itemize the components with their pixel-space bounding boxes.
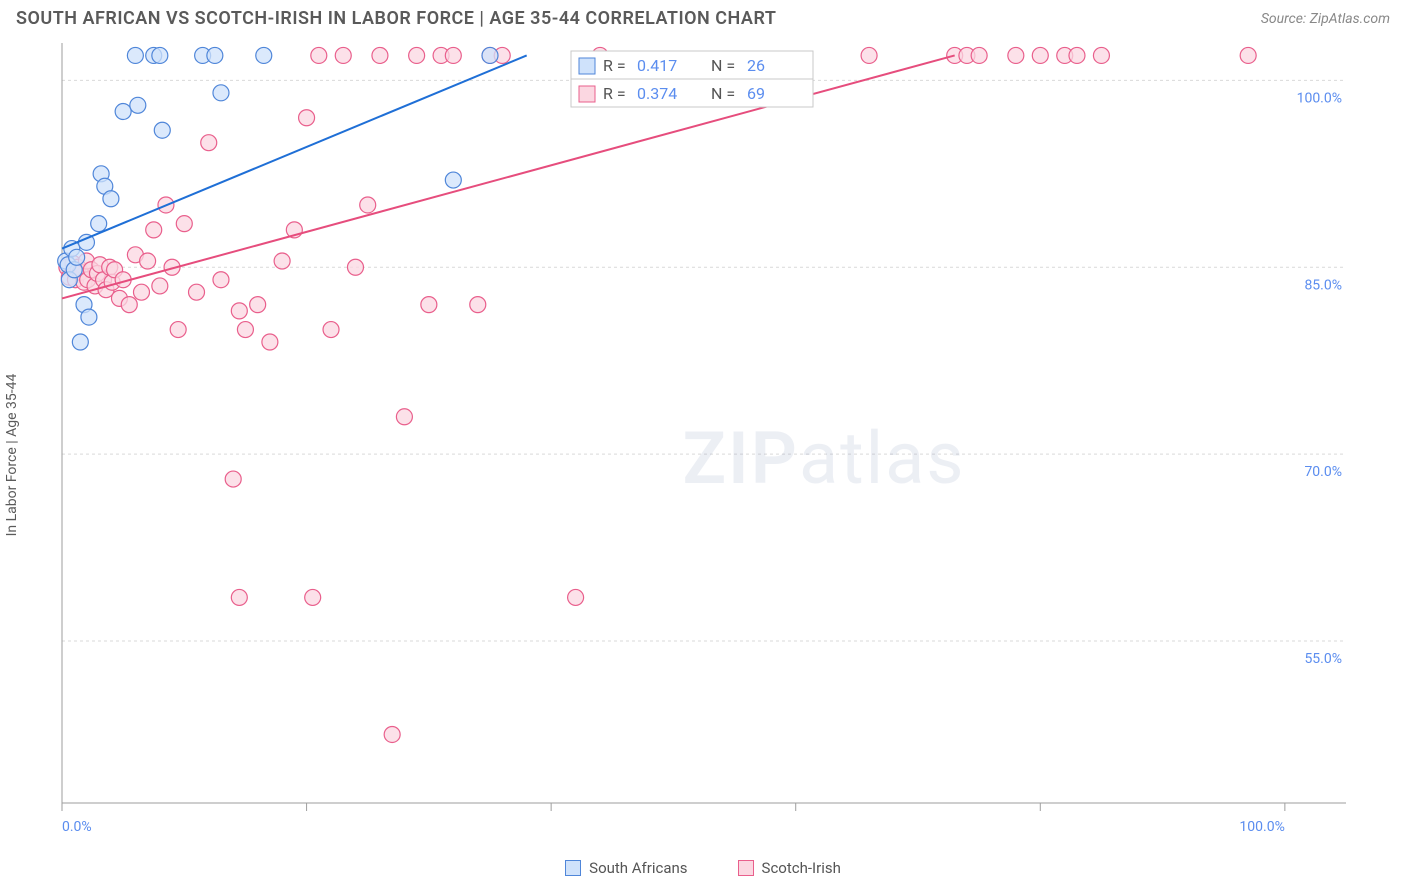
data-point (1069, 47, 1085, 63)
data-point (127, 47, 143, 63)
data-point (133, 284, 149, 300)
data-point (384, 726, 400, 742)
data-point (146, 222, 162, 238)
data-point (445, 172, 461, 188)
data-point (299, 110, 315, 126)
stat-r-value: 0.374 (637, 84, 677, 103)
data-point (305, 589, 321, 605)
data-point (81, 309, 97, 325)
legend-label: Scotch-Irish (762, 859, 841, 877)
data-point (409, 47, 425, 63)
data-point (470, 297, 486, 313)
data-point (971, 47, 987, 63)
data-point (1240, 47, 1256, 63)
svg-text:70.0%: 70.0% (1304, 464, 1342, 480)
data-point (152, 278, 168, 294)
data-point (323, 322, 339, 338)
data-point (154, 122, 170, 138)
y-axis-label: In Labor Force | Age 35-44 (4, 374, 20, 537)
legend-item: South Africans (565, 859, 687, 877)
data-point (237, 322, 253, 338)
data-point (69, 249, 85, 265)
legend-swatch (738, 860, 754, 876)
data-point (335, 47, 351, 63)
svg-text:0.0%: 0.0% (62, 819, 92, 835)
data-point (225, 471, 241, 487)
data-point (445, 47, 461, 63)
data-point (311, 47, 327, 63)
chart-title: SOUTH AFRICAN VS SCOTCH-IRISH IN LABOR F… (16, 8, 776, 29)
stat-n-label: N = (711, 84, 735, 103)
data-point (130, 97, 146, 113)
data-point (176, 216, 192, 232)
data-point (861, 47, 877, 63)
svg-text:55.0%: 55.0% (1304, 651, 1342, 667)
data-point (347, 259, 363, 275)
data-point (201, 135, 217, 151)
data-point (274, 253, 290, 269)
data-point (213, 272, 229, 288)
data-point (372, 47, 388, 63)
data-point (152, 47, 168, 63)
data-point (170, 322, 186, 338)
data-point (213, 85, 229, 101)
legend-item: Scotch-Irish (738, 859, 841, 877)
data-point (115, 104, 131, 120)
legend: South Africans Scotch-Irish (16, 859, 1390, 877)
data-point (231, 303, 247, 319)
data-point (262, 334, 278, 350)
stat-n-value: 26 (747, 56, 765, 75)
chart-container: In Labor Force | Age 35-44 55.0%70.0%85.… (16, 33, 1390, 877)
data-point (1008, 47, 1024, 63)
data-point (121, 297, 137, 313)
data-point (72, 334, 88, 350)
data-point (568, 589, 584, 605)
legend-label: South Africans (589, 859, 687, 877)
data-point (1093, 47, 1109, 63)
data-point (140, 253, 156, 269)
source-attribution: Source: ZipAtlas.com (1261, 11, 1390, 27)
svg-text:100.0%: 100.0% (1297, 90, 1342, 106)
data-point (250, 297, 266, 313)
data-point (103, 191, 119, 207)
stat-n-label: N = (711, 56, 735, 75)
scatter-chart: 55.0% 70.0% 85.0% 100.0% ZIPatlas 0.0% 100.0% R… (16, 33, 1390, 853)
data-point (1032, 47, 1048, 63)
data-point (256, 47, 272, 63)
stat-r-value: 0.417 (637, 56, 677, 75)
stat-r-label: R = (603, 84, 626, 103)
svg-text:100.0%: 100.0% (1239, 819, 1284, 835)
data-point (482, 47, 498, 63)
stat-n-value: 69 (747, 84, 765, 103)
header-bar: SOUTH AFRICAN VS SCOTCH-IRISH IN LABOR F… (0, 0, 1406, 33)
data-point (421, 297, 437, 313)
data-point (189, 284, 205, 300)
svg-text:ZIPatlas: ZIPatlas (682, 416, 965, 501)
data-point (231, 589, 247, 605)
stat-r-label: R = (603, 56, 626, 75)
data-point (360, 197, 376, 213)
data-point (396, 409, 412, 425)
data-point (91, 216, 107, 232)
legend-swatch (565, 860, 581, 876)
svg-text:85.0%: 85.0% (1304, 277, 1342, 293)
data-point (207, 47, 223, 63)
